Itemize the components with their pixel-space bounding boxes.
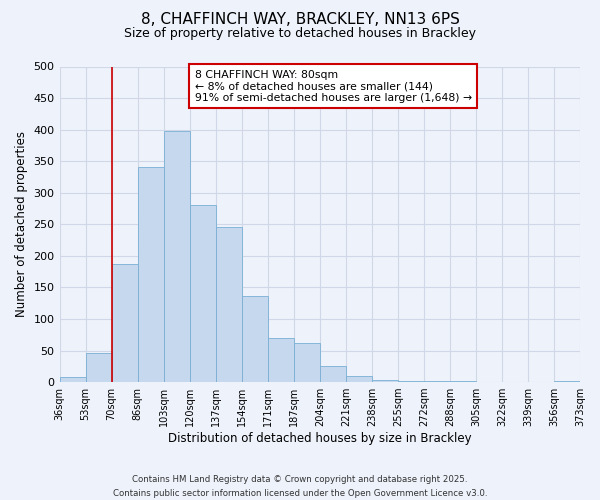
- Bar: [320, 366, 346, 382]
- X-axis label: Distribution of detached houses by size in Brackley: Distribution of detached houses by size …: [168, 432, 472, 445]
- Bar: [190, 206, 215, 382]
- Text: Size of property relative to detached houses in Brackley: Size of property relative to detached ho…: [124, 28, 476, 40]
- Text: 8 CHAFFINCH WAY: 80sqm
← 8% of detached houses are smaller (144)
91% of semi-det: 8 CHAFFINCH WAY: 80sqm ← 8% of detached …: [195, 70, 472, 103]
- Bar: [268, 338, 294, 382]
- Bar: [242, 296, 268, 382]
- Text: 8, CHAFFINCH WAY, BRACKLEY, NN13 6PS: 8, CHAFFINCH WAY, BRACKLEY, NN13 6PS: [140, 12, 460, 28]
- Bar: [294, 343, 320, 382]
- Bar: [346, 376, 372, 382]
- Bar: [59, 377, 86, 382]
- Bar: [86, 353, 112, 382]
- Y-axis label: Number of detached properties: Number of detached properties: [15, 132, 28, 318]
- Bar: [554, 381, 580, 382]
- Bar: [372, 380, 398, 382]
- Text: Contains HM Land Registry data © Crown copyright and database right 2025.
Contai: Contains HM Land Registry data © Crown c…: [113, 476, 487, 498]
- Bar: [137, 168, 164, 382]
- Bar: [215, 227, 242, 382]
- Bar: [112, 264, 137, 382]
- Bar: [164, 131, 190, 382]
